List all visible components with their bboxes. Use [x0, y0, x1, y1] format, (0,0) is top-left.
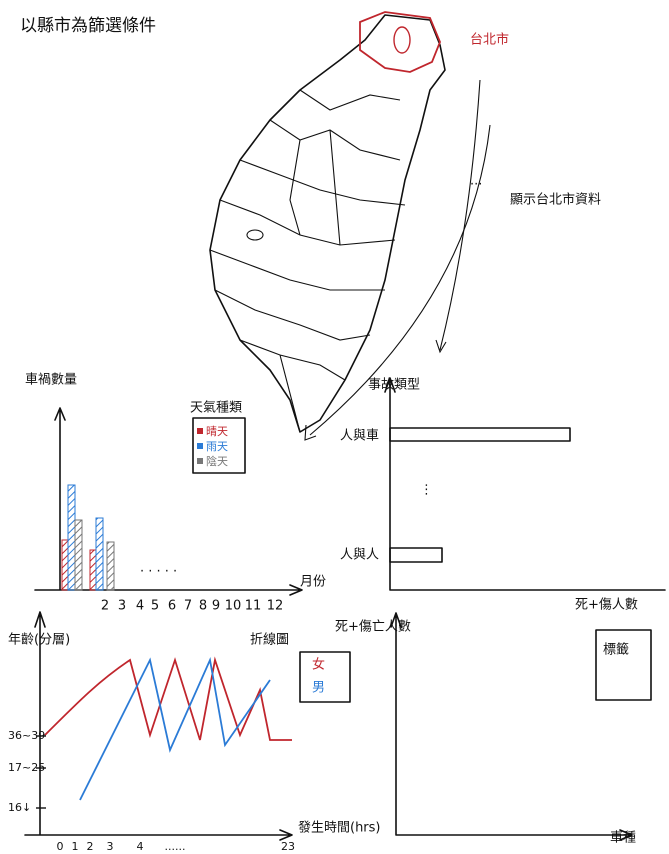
- y-tick-label: 36~39: [8, 729, 45, 742]
- x-tick-label: 5: [151, 599, 159, 614]
- x-tick-label: 2: [101, 599, 109, 614]
- x-tick-label: 12: [267, 599, 284, 614]
- legend-swatch: [197, 443, 203, 449]
- category-label: 人與車: [340, 429, 379, 444]
- x-tick-label: 1: [72, 840, 79, 853]
- chart-title: 事故類型: [368, 378, 420, 393]
- x-tick-label: 3: [118, 599, 126, 614]
- bar-sketch: [389, 427, 571, 442]
- legend-item: 陰天: [206, 454, 228, 468]
- y-tick-label: 16↓: [8, 801, 31, 814]
- x-axis-label: 月份: [300, 575, 326, 590]
- legend-swatch: [197, 458, 203, 464]
- x-tick-label: 11: [245, 599, 262, 614]
- map-note: 顯示台北市資料: [510, 192, 601, 208]
- y-axis-label: 車禍數量: [25, 372, 77, 388]
- x-tick-label: 8: [199, 599, 207, 614]
- x-tick-label: 9: [212, 599, 220, 614]
- line-sketch: [79, 656, 271, 801]
- legend-item: 女: [312, 657, 325, 673]
- y-axis-label: 年齡(分層): [8, 633, 70, 648]
- x-axis-label: 發生時間(hrs): [298, 821, 381, 836]
- legend-item: 晴天: [206, 425, 228, 438]
- chart-title: 折線圖: [250, 632, 289, 648]
- category-label: 人與人: [340, 548, 379, 563]
- legend-swatch: [197, 428, 203, 434]
- x-tick-label: 4: [137, 840, 144, 853]
- legend-title: 天氣種類: [190, 400, 242, 416]
- bar-sketch: [61, 484, 115, 591]
- card-title: 死+傷人數: [575, 598, 638, 613]
- x-tick-label: 0: [57, 840, 64, 853]
- x-tick-label: 10: [225, 599, 242, 614]
- x-tick-label: 7: [184, 599, 192, 614]
- x-tick-label: 2: [87, 840, 94, 853]
- x-tick-label: 4: [136, 599, 144, 614]
- x-axis-label: 車種: [610, 830, 636, 846]
- legend-box: [192, 417, 246, 474]
- legend-item: 雨天: [206, 440, 228, 453]
- page-title: 以縣市為篩選條件: [20, 16, 156, 36]
- x-tick-label: 3: [107, 840, 114, 853]
- card-label: 標籤: [603, 643, 629, 658]
- x-tick-label: 23: [281, 840, 295, 853]
- x-tick-label: ......: [165, 840, 186, 853]
- ellipsis: ⋮: [420, 483, 433, 498]
- legend-item: 男: [312, 681, 325, 696]
- selected-city: 台北市: [470, 32, 509, 48]
- y-tick-label: 17~25: [8, 761, 45, 774]
- map[interactable]: [209, 11, 446, 433]
- bar-sketch: [389, 547, 443, 563]
- line-sketch: [44, 656, 292, 741]
- card-box: [595, 629, 652, 701]
- legend-box: [299, 651, 351, 703]
- x-tick-label: 6: [168, 599, 176, 614]
- ellipsis: · · · · ·: [140, 565, 177, 580]
- ellipsis: ···: [470, 178, 482, 193]
